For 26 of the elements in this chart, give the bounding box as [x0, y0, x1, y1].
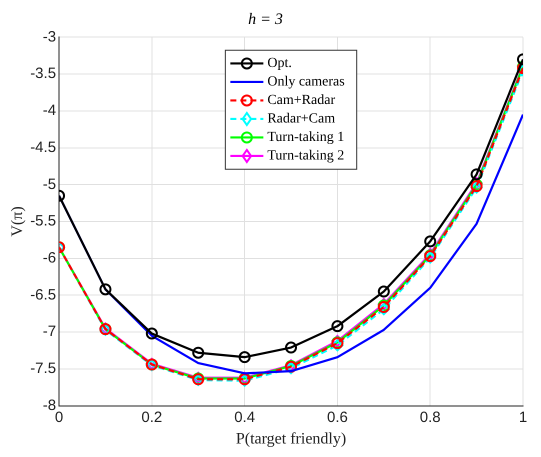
x-tick-label: 0.4 [234, 408, 256, 426]
x-tick-label: 0 [54, 408, 64, 426]
y-tick-label: -5 [42, 176, 56, 193]
y-tick-label: -5.5 [30, 212, 56, 230]
y-axis-title: V(π) [8, 206, 26, 237]
chart-title: h = 3 [248, 10, 283, 28]
legend-label: Turn-taking 2 [267, 148, 344, 164]
x-tick-label: 0.6 [326, 408, 348, 426]
y-tick-label: -7.5 [30, 360, 56, 378]
x-tick-label: 0.2 [141, 408, 162, 426]
y-tick-label: -3.5 [30, 65, 56, 82]
legend-label: Opt. [267, 56, 292, 72]
y-tick-label: -4 [42, 102, 56, 120]
y-tick-label: -7 [42, 323, 56, 340]
x-tick-label: 0.8 [420, 408, 441, 426]
y-tick-label: -4.5 [30, 138, 56, 156]
legend-label: Cam+Radar [267, 93, 336, 108]
y-tick-label: -8 [42, 396, 56, 414]
y-tick-label: -6 [42, 250, 56, 266]
y-tick-label: -3 [42, 28, 56, 46]
x-tick-label: 1 [518, 408, 528, 426]
legend-label: Radar+Cam [267, 112, 336, 127]
legend-label: Turn-taking 1 [267, 130, 344, 146]
x-axis-title: P(target friendly) [236, 430, 346, 448]
legend-label: Only cameras [267, 74, 345, 90]
y-tick-label: -6.5 [30, 286, 56, 304]
